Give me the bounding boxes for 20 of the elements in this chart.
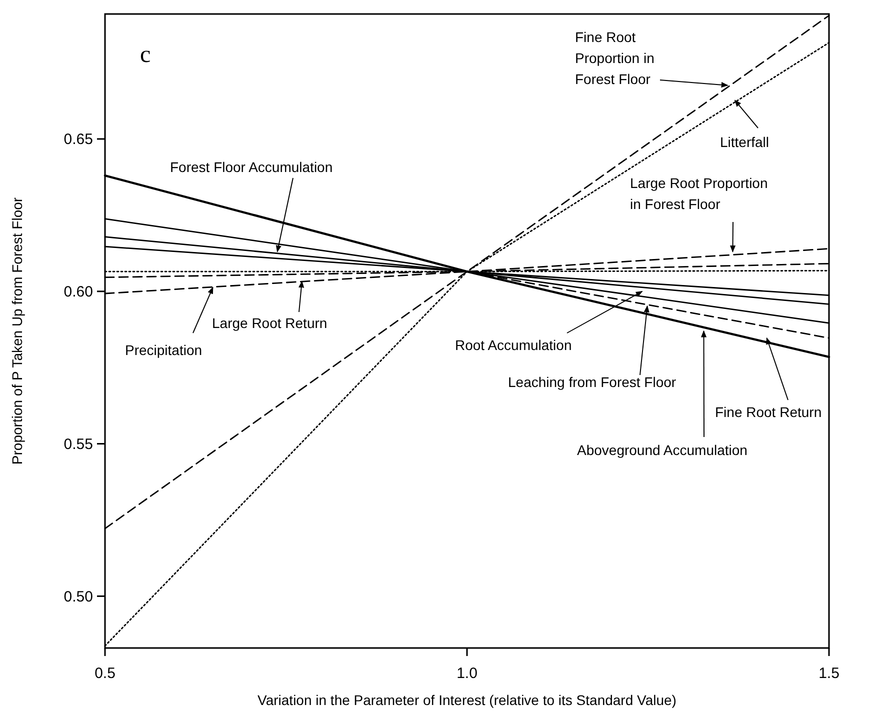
annotation: Large Root Proportion in Forest Floor	[630, 175, 768, 212]
y-tick-label: 0.55	[64, 436, 93, 454]
annotation: Large Root Return	[212, 315, 328, 331]
annotation: Fine Root Proportion in Forest Floor	[575, 29, 654, 87]
annotation: Litterfall	[720, 134, 770, 150]
x-tick-label: 1.0	[456, 665, 478, 682]
y-tick-label: 0.65	[64, 131, 93, 148]
annotation: Forest Floor Accumulation	[170, 159, 333, 175]
annotation: Precipitation	[125, 342, 202, 358]
annotation: Fine Root Return	[715, 404, 822, 420]
x-axis-title: Variation in the Parameter of Interest (relative to its Standard Value)	[258, 692, 676, 708]
text: c	[140, 42, 151, 68]
y-tick-label: 0.60	[64, 284, 93, 301]
x-tick-label: 1.5	[818, 665, 840, 682]
y-axis-title: Proportion of P Taken Up from Forest Floor	[9, 197, 25, 465]
annotation: Root Accumulation	[455, 337, 572, 353]
y-tick-label: 0.50	[64, 588, 93, 606]
x-tick-label: 0.5	[94, 665, 116, 682]
annotation: Aboveground Accumulation	[577, 442, 748, 458]
annotation: Leaching from Forest Floor	[508, 374, 676, 390]
